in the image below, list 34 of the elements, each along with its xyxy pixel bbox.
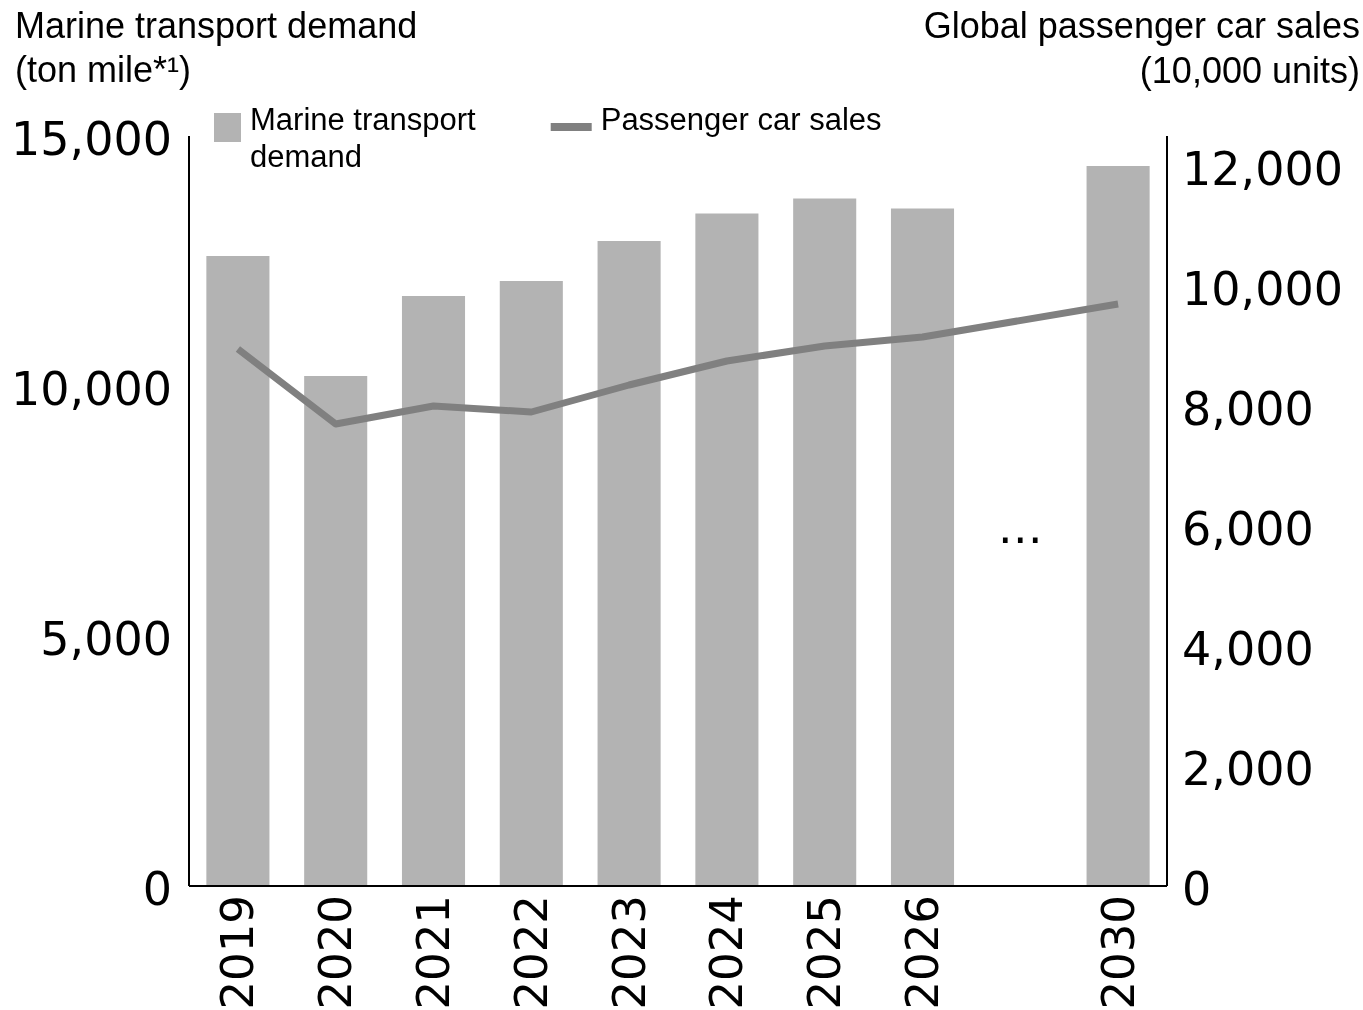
y-tick-label: 10,000 (11, 362, 172, 416)
y-axis-title: Marine transport demand (ton mile*¹) (15, 5, 418, 90)
x-tick-label: 2030 (1091, 895, 1145, 1010)
y2-tick-label: 6,000 (1182, 502, 1314, 556)
annotation: … (997, 501, 1043, 554)
x-tick-label: 2026 (896, 895, 949, 1010)
bar (1086, 166, 1150, 886)
x-tick-label: 2023 (602, 895, 656, 1010)
bar (695, 213, 759, 886)
bar (206, 256, 270, 886)
bar (401, 296, 466, 886)
y2-tick-label: 8,000 (1182, 382, 1314, 436)
y-tick-label: 15,000 (11, 112, 172, 166)
y-tick-label: 0 (142, 862, 172, 916)
bar (304, 376, 368, 886)
bar (499, 281, 563, 886)
y2-tick-label: 2,000 (1182, 742, 1314, 796)
x-tick-label: 2024 (700, 895, 754, 1010)
bar (890, 208, 955, 886)
y2-tick-label: 0 (1182, 862, 1212, 916)
legend-label: Passenger car sales (600, 102, 882, 137)
y2-tick-label: 12,000 (1182, 142, 1343, 196)
x-tick-label: 2020 (309, 895, 363, 1010)
x-tick-label: 2019 (211, 895, 265, 1010)
x-tick-label: 2022 (504, 895, 558, 1010)
y2-tick-label: 10,000 (1182, 262, 1343, 316)
y2-tick-label: 4,000 (1182, 622, 1314, 676)
x-tick-label: 2021 (407, 895, 460, 1010)
x-tick-label: 2025 (798, 895, 852, 1010)
legend-label: Marine transport demand (250, 102, 477, 174)
bar (597, 241, 661, 886)
y2-axis-title: Global passenger car sales (10,000 units) (923, 5, 1360, 91)
bar (793, 198, 857, 886)
y-tick-label: 5,000 (40, 612, 172, 666)
